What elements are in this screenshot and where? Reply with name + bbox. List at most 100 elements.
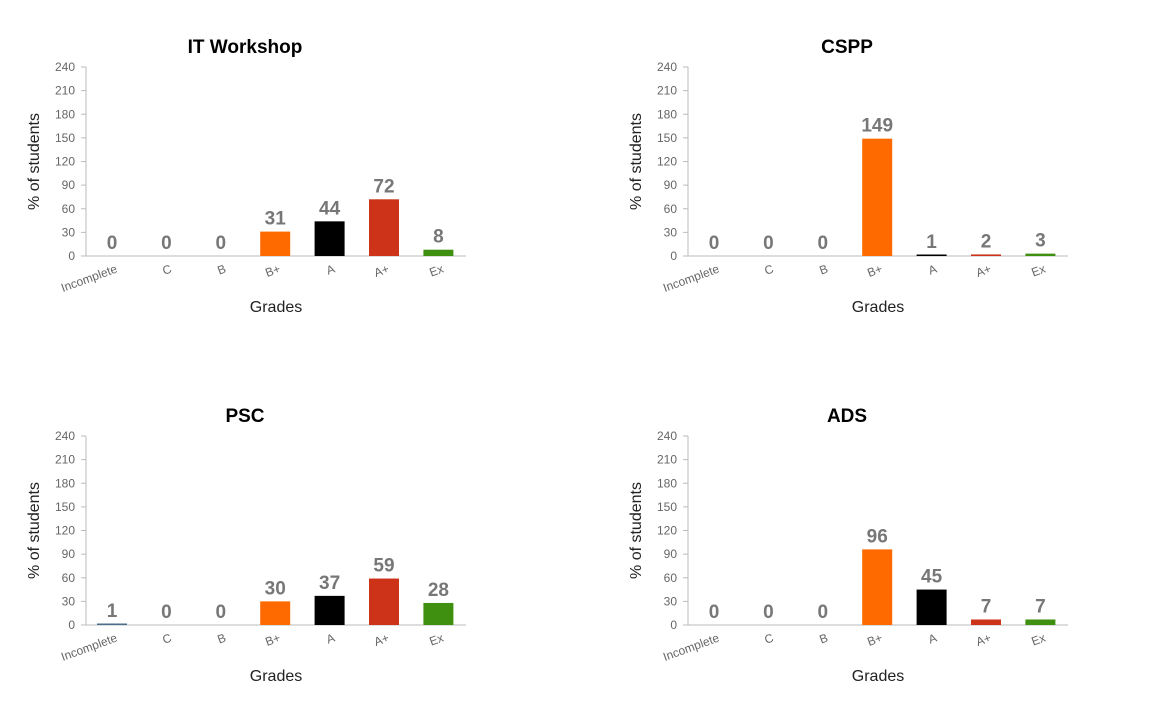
chart-title: IT Workshop: [188, 37, 303, 58]
y-axis-title: % of students: [26, 113, 43, 210]
value-label: 45: [921, 567, 943, 588]
x-axis-title: Grades: [250, 668, 302, 685]
x-tick-label: Ex: [1029, 262, 1047, 280]
x-tick-label: A: [324, 631, 336, 647]
value-label: 3: [1035, 231, 1046, 252]
x-tick-label: C: [160, 631, 173, 647]
y-tick-label: 30: [664, 225, 678, 239]
x-tick-label: A: [324, 262, 336, 278]
value-label: 0: [763, 602, 774, 623]
bar: [916, 589, 947, 625]
y-tick-label: 30: [62, 594, 76, 608]
value-label: 149: [861, 116, 893, 137]
bar: [260, 601, 291, 625]
value-label: 0: [709, 602, 720, 623]
x-tick-label: A+: [974, 262, 993, 280]
chart-title: CSPP: [821, 37, 873, 58]
y-tick-label: 60: [664, 202, 678, 216]
y-tick-label: 240: [55, 60, 75, 74]
value-label: 96: [867, 526, 888, 547]
x-tick-label: Incomplete: [59, 631, 119, 664]
y-tick-label: 240: [657, 429, 677, 443]
value-label: 37: [319, 573, 340, 594]
value-label: 7: [1035, 596, 1046, 617]
x-tick-label: Ex: [1029, 631, 1047, 649]
x-axis-title: Grades: [852, 668, 904, 685]
x-tick-label: A: [926, 262, 938, 278]
y-tick-label: 150: [657, 500, 677, 514]
x-tick-label: B+: [865, 631, 884, 649]
y-tick-label: 210: [657, 84, 677, 98]
x-tick-label: B: [818, 631, 830, 647]
x-tick-label: B+: [263, 262, 282, 280]
value-label: 1: [926, 232, 937, 253]
chart-panel: IT Workshop % of students Grades 0 30 60 90 120…: [26, 37, 466, 316]
x-tick-label: C: [160, 262, 173, 278]
y-tick-label: 150: [657, 131, 677, 145]
chart-panel: CSPP% of studentsGrades03060901201501802…: [628, 37, 1068, 316]
bar: [862, 138, 893, 256]
x-tick-label: Incomplete: [59, 262, 119, 295]
x-tick-label: C: [762, 631, 775, 647]
x-axis-title: Grades: [852, 299, 904, 316]
y-tick-label: 240: [657, 60, 677, 74]
value-label: 7: [981, 596, 992, 617]
value-label: 1: [107, 601, 118, 622]
y-tick-label: 150: [55, 131, 75, 145]
y-tick-label: 180: [657, 476, 677, 490]
y-tick-label: 0: [670, 249, 677, 263]
value-label: 0: [216, 602, 227, 623]
x-tick-label: Ex: [427, 262, 445, 280]
bar: [916, 254, 947, 256]
value-label: 0: [763, 233, 774, 254]
value-label: 0: [216, 233, 227, 254]
y-tick-label: 120: [55, 155, 75, 169]
value-label: 44: [319, 198, 341, 219]
y-tick-label: 60: [664, 571, 678, 585]
x-tick-label: A+: [372, 631, 391, 649]
y-tick-label: 180: [55, 107, 75, 121]
value-label: 72: [373, 176, 394, 197]
y-tick-label: 90: [62, 547, 76, 561]
bar: [423, 249, 454, 256]
y-axis-title: % of students: [26, 482, 43, 579]
y-axis-title: % of students: [628, 482, 645, 579]
value-label: 30: [265, 578, 286, 599]
x-tick-label: A+: [372, 262, 391, 280]
value-label: 28: [428, 580, 449, 601]
bar: [369, 199, 399, 256]
y-tick-label: 210: [55, 453, 75, 467]
bar: [97, 623, 127, 625]
value-label: 8: [433, 227, 444, 248]
y-tick-label: 120: [55, 524, 75, 538]
value-label: 0: [818, 602, 829, 623]
y-tick-label: 240: [55, 429, 75, 443]
value-label: 59: [373, 556, 394, 577]
bar: [423, 602, 454, 625]
bar: [314, 221, 345, 256]
chart-panel: PSC % of students Grades 0 30 60 90 120 150 180 21…: [26, 406, 466, 685]
y-axis-title: % of students: [628, 113, 645, 210]
y-tick-label: 180: [657, 107, 677, 121]
bar: [369, 578, 399, 625]
x-tick-label: B: [216, 631, 228, 647]
y-tick-label: 90: [664, 547, 678, 561]
y-tick-label: 0: [68, 249, 75, 263]
value-label: 2: [981, 231, 992, 252]
bar: [862, 549, 893, 625]
y-tick-label: 30: [664, 594, 678, 608]
y-tick-label: 210: [55, 84, 75, 98]
y-tick-label: 210: [657, 453, 677, 467]
bar: [260, 231, 291, 256]
chart-panel: ADS % of students Grades 0 30 60 90 120 150 180 21…: [628, 406, 1068, 685]
y-tick-label: 60: [62, 202, 76, 216]
value-label: 0: [818, 233, 829, 254]
y-tick-label: 120: [657, 155, 677, 169]
bar: [314, 595, 345, 625]
bar: [1025, 619, 1056, 625]
bar: [1025, 253, 1056, 256]
value-label: 0: [161, 602, 172, 623]
x-tick-label: B+: [865, 262, 884, 280]
y-tick-label: 0: [670, 618, 677, 632]
